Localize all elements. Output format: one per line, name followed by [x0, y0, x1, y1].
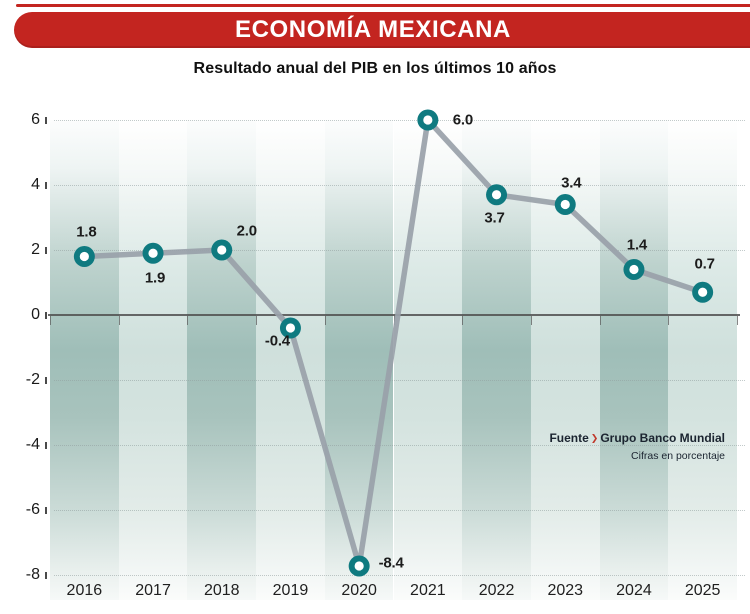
- y-axis-label--4: -4: [25, 436, 40, 453]
- y-axis-label-0: 0: [31, 306, 40, 323]
- value-label-2019: -0.4: [264, 332, 290, 350]
- year-label-2017: 2017: [135, 582, 171, 599]
- year-label-2016: 2016: [66, 582, 103, 599]
- value-label-2016: 1.8: [76, 223, 97, 240]
- chevron-right-icon: ❯: [590, 433, 599, 443]
- y-axis-tick: [45, 571, 47, 579]
- y-axis-tick: [45, 246, 47, 254]
- value-label-2021: 6.0: [452, 111, 473, 129]
- chart-subtitle: Resultado anual del PIB en los últimos 1…: [193, 60, 557, 77]
- year-label-2023: 2023: [547, 582, 584, 599]
- year-label-2025: 2025: [684, 582, 721, 599]
- header-banner: ECONOMÍA MEXICANA: [14, 12, 750, 48]
- year-label-2022: 2022: [478, 582, 515, 599]
- year-label-2020: 2020: [341, 582, 377, 599]
- y-axis-tick: [45, 311, 47, 319]
- y-axis-label-4: 4: [31, 176, 40, 193]
- y-axis-tick: [45, 116, 47, 124]
- source-note: Fuente ❯ Grupo Banco Mundial Cifras en por…: [549, 431, 725, 462]
- year-label-2018: 2018: [203, 582, 240, 599]
- y-axis-label--2: -2: [25, 371, 40, 388]
- value-label-2023: 3.4: [561, 174, 582, 191]
- gridline--8: [54, 575, 745, 576]
- value-label-2024: 1.4: [626, 236, 648, 253]
- units-note: Cifras en porcentaje: [631, 450, 725, 462]
- y-axis-tick: [45, 376, 47, 384]
- y-axis-tick: [45, 441, 47, 449]
- page-title: ECONOMÍA MEXICANA: [235, 16, 511, 43]
- year-label-2024: 2024: [616, 582, 652, 599]
- value-label-2017: 1.9: [144, 269, 166, 287]
- value-label-2022: 3.7: [484, 209, 505, 227]
- y-axis-label-6: 6: [31, 111, 40, 128]
- source-line: Fuente ❯ Grupo Banco Mundial: [549, 431, 725, 446]
- y-axis-tick: [45, 181, 47, 189]
- y-axis-label-2: 2: [31, 241, 40, 258]
- year-label-2021: 2021: [410, 582, 446, 599]
- x-axis-tick: [50, 316, 51, 325]
- source-label: Fuente: [549, 431, 589, 445]
- y-axis-label--6: -6: [25, 501, 40, 518]
- value-label-2018: 2.0: [236, 222, 257, 240]
- value-label-2020: -8.4: [378, 554, 404, 572]
- year-label-2019: 2019: [272, 582, 309, 599]
- y-axis-tick: [45, 506, 47, 514]
- source-name: Grupo Banco Mundial: [600, 431, 725, 445]
- y-axis-label--8: -8: [25, 566, 40, 583]
- top-accent-line: [16, 4, 750, 7]
- value-label-2025: 0.7: [694, 255, 715, 273]
- x-axis-tick: [737, 316, 738, 325]
